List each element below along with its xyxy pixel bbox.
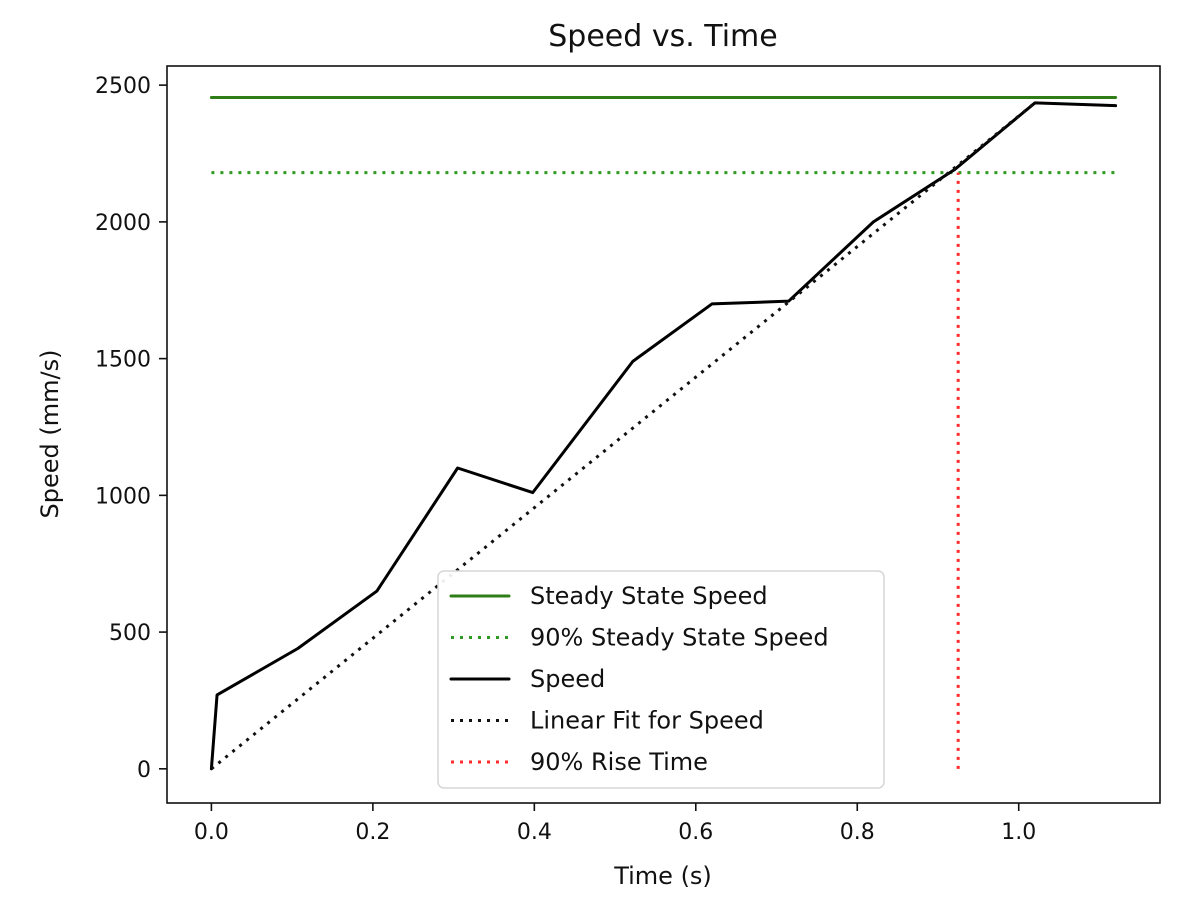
x-tick-label: 0.8: [840, 820, 875, 845]
legend-box: [437, 570, 885, 789]
legend: Steady State Speed 90% Steady State Speed…: [437, 570, 885, 789]
legend-label-linear-fit-for-speed: Linear Fit for Speed: [530, 707, 764, 735]
y-tick-label: 500: [109, 621, 151, 646]
series-line-linear-fit-for-speed: [210, 101, 1036, 770]
x-axis-label: Time (s): [613, 862, 712, 890]
x-tick-label: 0.2: [355, 820, 390, 845]
chart-title: Speed vs. Time: [548, 19, 777, 54]
ticks-layer: 0.0 0.2 0.4 0.6 0.8 1.0 0 500 1000 1500 2000 2500: [95, 74, 1036, 845]
legend-label-90pct-rise-time: 90% Rise Time: [530, 748, 708, 776]
y-tick-label: 0: [137, 758, 151, 783]
plot-area-frame: [166, 65, 1161, 804]
x-tick-label: 0.0: [194, 820, 229, 845]
x-tick-label: 0.6: [678, 820, 713, 845]
legend-label-90pct-steady-state-speed: 90% Steady State Speed: [530, 624, 829, 652]
series-layer: [209, 95, 1118, 771]
y-tick-label: 1000: [95, 484, 151, 509]
legend-label-steady-state-speed: Steady State Speed: [530, 582, 768, 610]
y-axis-label: Speed (mm/s): [36, 350, 64, 519]
y-tick-label: 2500: [95, 74, 151, 99]
y-tick-label: 1500: [95, 348, 151, 373]
legend-label-speed: Speed: [530, 665, 605, 693]
x-tick-label: 1.0: [1001, 820, 1036, 845]
y-tick-label: 2000: [95, 211, 151, 236]
x-tick-label: 0.4: [517, 820, 552, 845]
